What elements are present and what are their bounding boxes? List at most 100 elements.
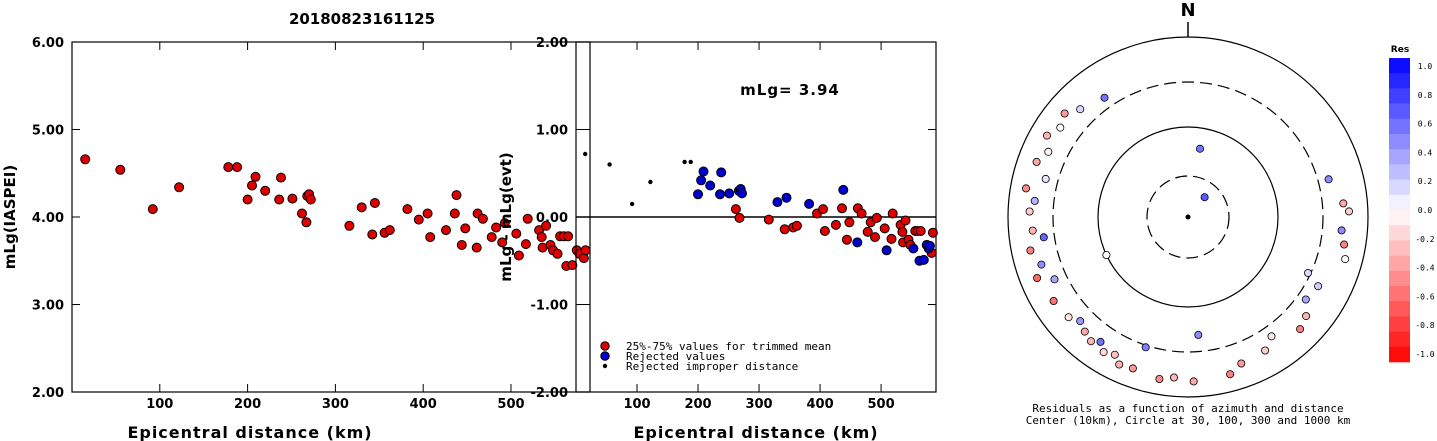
station-point bbox=[1170, 373, 1179, 382]
chart-polar-residuals: N Residuals as a function of azimuth and… bbox=[1007, 0, 1369, 427]
station-point bbox=[1296, 325, 1305, 334]
station-point bbox=[1302, 312, 1311, 321]
station-point bbox=[1064, 313, 1073, 322]
data-point bbox=[449, 208, 460, 219]
station-point bbox=[1340, 240, 1349, 249]
data-point bbox=[274, 194, 285, 205]
colorbar-cell bbox=[1389, 194, 1410, 211]
colorbar-cell bbox=[1389, 270, 1410, 287]
legend-label: Rejected values bbox=[626, 350, 725, 363]
data-point bbox=[887, 208, 898, 219]
data-point-dot bbox=[648, 179, 653, 185]
data-point bbox=[232, 162, 243, 173]
x-tick-label: 200 bbox=[684, 397, 711, 412]
station-point bbox=[1337, 226, 1346, 235]
legend-marker bbox=[600, 341, 610, 351]
station-point bbox=[1056, 123, 1065, 132]
station-point bbox=[1099, 348, 1108, 357]
station-points bbox=[1022, 93, 1354, 386]
data-point bbox=[897, 226, 908, 237]
data-point bbox=[830, 219, 841, 230]
station-point bbox=[1080, 327, 1089, 336]
data-point bbox=[567, 260, 578, 271]
station-point bbox=[1261, 346, 1270, 355]
station-point bbox=[1339, 199, 1348, 208]
x-tick-labels-left: 100 200 300 400 500 bbox=[146, 42, 525, 412]
colorbar-cell bbox=[1389, 286, 1410, 302]
station-point bbox=[1076, 105, 1085, 114]
legend-marker bbox=[600, 351, 610, 361]
station-point bbox=[1196, 144, 1205, 153]
station-point bbox=[1200, 193, 1209, 202]
data-point bbox=[422, 208, 433, 219]
data-point bbox=[451, 190, 462, 201]
colorbar-cell bbox=[1389, 149, 1410, 165]
colorbar-title: Res bbox=[1391, 45, 1409, 55]
data-point bbox=[536, 232, 547, 243]
data-point bbox=[763, 214, 774, 225]
data-point bbox=[844, 217, 855, 228]
data-point bbox=[886, 233, 897, 244]
data-point bbox=[384, 225, 395, 236]
y-tick-label: 4.00 bbox=[32, 211, 64, 226]
data-point bbox=[879, 223, 890, 234]
y-axis-label-middle: mLg - mLg(evt) bbox=[497, 152, 515, 281]
station-point bbox=[1226, 370, 1235, 379]
data-point bbox=[460, 223, 471, 234]
y-tick-label: 2.00 bbox=[536, 36, 568, 51]
station-point bbox=[1102, 250, 1111, 259]
data-point bbox=[852, 237, 863, 248]
legend-marker bbox=[602, 363, 608, 369]
data-point bbox=[838, 184, 849, 195]
x-tick-labels-middle: 100 200 300 400 500 bbox=[623, 42, 895, 412]
distance-ring bbox=[1007, 36, 1369, 398]
data-point bbox=[413, 214, 424, 225]
data-point bbox=[250, 171, 261, 182]
data-point-dot bbox=[629, 201, 635, 207]
station-point bbox=[1237, 359, 1246, 368]
north-label: N bbox=[1180, 0, 1195, 21]
y-tick-label: 3.00 bbox=[32, 299, 64, 314]
data-point bbox=[837, 203, 847, 214]
data-points-middle bbox=[583, 151, 938, 266]
y-tick-label: -1.00 bbox=[531, 299, 568, 314]
data-point bbox=[856, 208, 867, 219]
station-point bbox=[1110, 350, 1119, 359]
station-point bbox=[1025, 207, 1034, 216]
y-tick-label: 2.00 bbox=[32, 386, 64, 401]
x-axis-label-middle: Epicentral distance (km) bbox=[633, 423, 878, 441]
data-point bbox=[772, 197, 783, 208]
data-point bbox=[724, 188, 735, 199]
station-point bbox=[1115, 360, 1124, 369]
colorbar-cell bbox=[1389, 316, 1410, 332]
y-tick-label: -2.00 bbox=[531, 386, 568, 401]
colorbar-cell bbox=[1389, 346, 1410, 363]
data-point bbox=[242, 194, 253, 205]
colorbar-cell bbox=[1389, 255, 1410, 272]
data-point bbox=[344, 220, 355, 231]
station-point bbox=[1087, 337, 1096, 346]
data-point bbox=[698, 166, 709, 177]
station-point bbox=[1060, 109, 1069, 118]
x-tick-label: 300 bbox=[322, 397, 349, 412]
residual-colorbar: Res 1.0 0.8 0.6 0.4 0.2 0.0 -0.2 -0.4 -0.6 -0.8 -1… bbox=[1389, 45, 1435, 363]
colorbar-cell bbox=[1389, 240, 1410, 256]
data-point bbox=[491, 222, 502, 233]
data-point bbox=[147, 204, 158, 215]
data-point bbox=[80, 154, 91, 165]
station-point bbox=[1039, 233, 1048, 242]
station-point bbox=[1043, 131, 1052, 140]
station-point bbox=[1304, 268, 1313, 277]
colorbar-tick-labels: 1.0 0.8 0.6 0.4 0.2 0.0 -0.2 -0.4 -0.6 -0.8 -1.0 bbox=[1415, 62, 1434, 359]
y-tick-labels-middle: -2.00 -1.00 0.00 1.00 2.00 bbox=[531, 36, 936, 401]
data-point bbox=[486, 232, 497, 243]
y-tick-label: 1.00 bbox=[536, 124, 568, 139]
station-point bbox=[1096, 337, 1105, 346]
data-point bbox=[924, 240, 935, 251]
data-point bbox=[223, 162, 234, 173]
station-point bbox=[1033, 273, 1042, 282]
legend-middle: 25%-75% values for trimmed meanRejected … bbox=[600, 340, 831, 373]
colorbar-cell bbox=[1389, 118, 1410, 135]
data-point bbox=[734, 212, 745, 223]
